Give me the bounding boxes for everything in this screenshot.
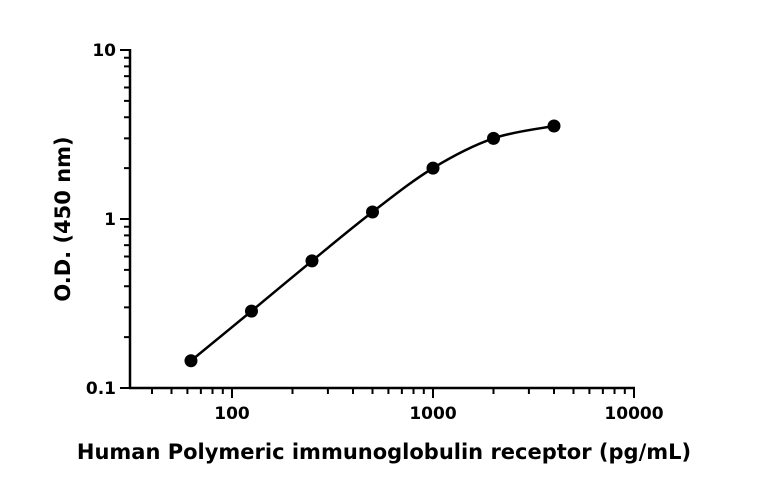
x-tick-label: 1000 xyxy=(409,404,456,424)
data-point xyxy=(365,205,379,219)
data-point xyxy=(426,161,440,175)
x-tick-label: 100 xyxy=(214,404,250,424)
data-point xyxy=(244,304,258,318)
fit-curve xyxy=(190,124,555,362)
data-point xyxy=(547,119,561,133)
y-tick-label: 0.1 xyxy=(86,379,116,399)
y-tick-label: 1 xyxy=(104,210,116,230)
data-point xyxy=(487,131,501,145)
data-point xyxy=(305,254,319,268)
data-point xyxy=(184,354,198,368)
x-axis-title: Human Polymeric immunoglobulin receptor … xyxy=(77,440,691,464)
data-points xyxy=(184,119,561,368)
y-tick-label: 10 xyxy=(92,41,116,61)
axis-ticks: 100 1000 10000 0.1 1 10 xyxy=(86,41,664,424)
x-tick-label: 10000 xyxy=(604,404,663,424)
y-axis-title: O.D. (450 nm) xyxy=(51,136,75,301)
